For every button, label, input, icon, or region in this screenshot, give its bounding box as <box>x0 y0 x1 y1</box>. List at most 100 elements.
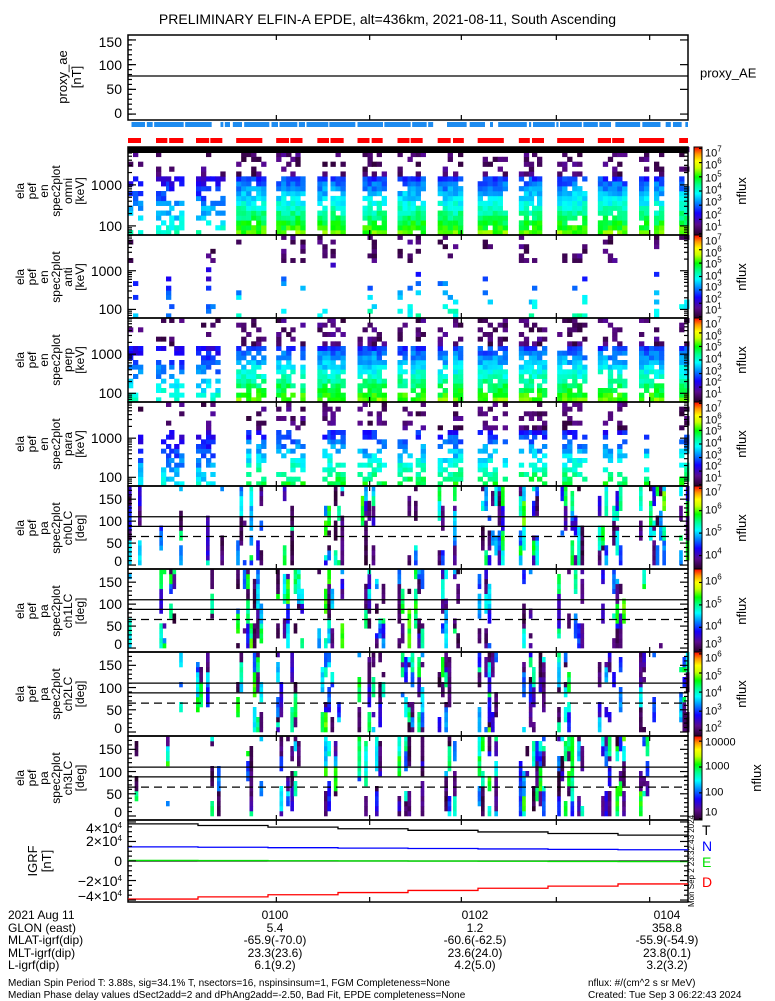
pitch-angle-cell <box>210 811 214 816</box>
spectrogram-cell <box>617 186 622 191</box>
spectrogram-cell <box>281 181 286 186</box>
spectrogram-cell <box>322 186 327 191</box>
spectrogram-cell <box>377 411 382 416</box>
pitch-angle-cell <box>438 722 442 727</box>
pitch-angle-cell <box>491 491 495 496</box>
pitch-angle-cell <box>539 786 543 791</box>
spectrogram-cell <box>261 196 266 201</box>
pitch-angle-cell <box>662 550 666 555</box>
spectrogram-cell <box>572 463 577 468</box>
spectrogram-cell <box>654 374 659 379</box>
spectrogram-cell <box>562 379 567 384</box>
pitch-angle-cell <box>364 811 368 816</box>
pitch-angle-cell <box>324 707 328 712</box>
spectrogram-cell <box>617 458 622 463</box>
spectrogram-cell <box>246 453 251 458</box>
spectrogram-cell <box>524 341 529 346</box>
spectrogram-cell <box>562 467 567 472</box>
pitch-angle-cell <box>166 741 170 746</box>
spectrogram-cell <box>537 355 542 360</box>
pitch-angle-cell <box>581 643 585 648</box>
pitch-angle-cell <box>368 604 372 609</box>
science-zone-bar-segment <box>210 138 222 143</box>
pitch-angle-cell <box>240 486 244 491</box>
pitch-angle-cell <box>522 506 526 511</box>
pitch-angle-cell <box>250 756 254 761</box>
pitch-angle-cell <box>421 736 425 741</box>
spectrogram-cell <box>537 225 542 230</box>
spectrogram-cell <box>542 360 547 365</box>
spectrogram-cell <box>300 323 305 328</box>
pitch-angle-cell <box>683 697 687 702</box>
pitch-angle-cell <box>605 501 609 506</box>
spectrogram-cell <box>300 286 305 291</box>
spectrogram-cell <box>300 201 305 206</box>
spectrogram-cell <box>317 327 322 332</box>
pitch-angle-cell <box>364 491 368 496</box>
spectrogram-cell <box>529 444 534 449</box>
spectrogram-cell <box>256 430 261 435</box>
spectrogram-cell <box>498 167 503 172</box>
spectrogram-cell <box>246 181 251 186</box>
spectrogram-cell <box>453 355 458 360</box>
pitch-angle-cell <box>567 751 571 756</box>
pitch-angle-cell <box>378 761 382 766</box>
spectrogram-cell <box>537 388 542 393</box>
spectrogram-cell <box>256 421 261 426</box>
spectrogram-cell <box>562 225 567 230</box>
spectrogram-cell <box>133 351 138 356</box>
spectrogram-cell <box>562 393 567 398</box>
spectrogram-cell <box>295 201 300 206</box>
pitch-angle-cell <box>478 594 482 599</box>
pitch-angle-cell <box>358 761 362 766</box>
spectrogram-cell <box>411 351 416 356</box>
pitch-angle-cell <box>522 574 526 579</box>
pitch-angle-cell <box>398 638 402 643</box>
spectrogram-cell <box>331 430 336 435</box>
pitch-angle-cell <box>256 569 260 574</box>
spectrogram-cell <box>300 407 305 412</box>
pitch-angle-cell <box>210 806 214 811</box>
pitch-angle-cell <box>372 506 376 511</box>
pitch-angle-cell <box>453 506 457 511</box>
spectrogram-cell <box>519 201 524 206</box>
pitch-angle-cell <box>542 677 546 682</box>
pitch-angle-cell <box>250 521 254 526</box>
spectrogram-cell <box>261 374 266 379</box>
pitch-angle-cell <box>375 761 379 766</box>
pitch-angle-cell <box>341 560 345 565</box>
pitch-angle-cell <box>206 677 210 682</box>
pitch-angle-cell <box>206 657 210 662</box>
spectrogram-cell <box>532 449 537 454</box>
pitch-angle-cell <box>571 756 575 761</box>
pitch-angle-cell <box>577 811 581 816</box>
pitch-angle-cell <box>444 569 448 574</box>
spectrogram-cell <box>478 351 483 356</box>
spectrogram-cell <box>612 215 617 220</box>
spectrogram-cell <box>519 186 524 191</box>
pitch-angle-cell <box>327 623 331 628</box>
spectrogram-cell <box>398 309 403 314</box>
spectrogram-cell <box>411 365 416 370</box>
pitch-angle-cell <box>368 501 372 506</box>
pitch-angle-cell <box>484 589 488 594</box>
spectrogram-cell <box>617 341 622 346</box>
pitch-angle-cell <box>246 604 250 609</box>
pitch-angle-cell <box>481 736 485 741</box>
spectrogram-cell <box>532 206 537 211</box>
pitch-angle-cell <box>324 717 328 722</box>
spectrogram-cell <box>483 444 488 449</box>
spectrogram-cell <box>421 365 426 370</box>
spectrogram-cell <box>341 444 346 449</box>
spectrogram-cell <box>295 211 300 216</box>
spectrogram-cell <box>443 351 448 356</box>
spectrogram-cell <box>654 341 659 346</box>
spectrogram-cell <box>300 393 305 398</box>
spectrogram-cell <box>408 467 413 472</box>
pitch-angle-cell <box>246 569 250 574</box>
pitch-angle-cell <box>522 672 526 677</box>
spectrogram-cell <box>577 323 582 328</box>
spectrogram-cell <box>453 309 458 314</box>
pitch-angle-cell <box>358 751 362 756</box>
spectrogram-cell <box>201 215 206 220</box>
